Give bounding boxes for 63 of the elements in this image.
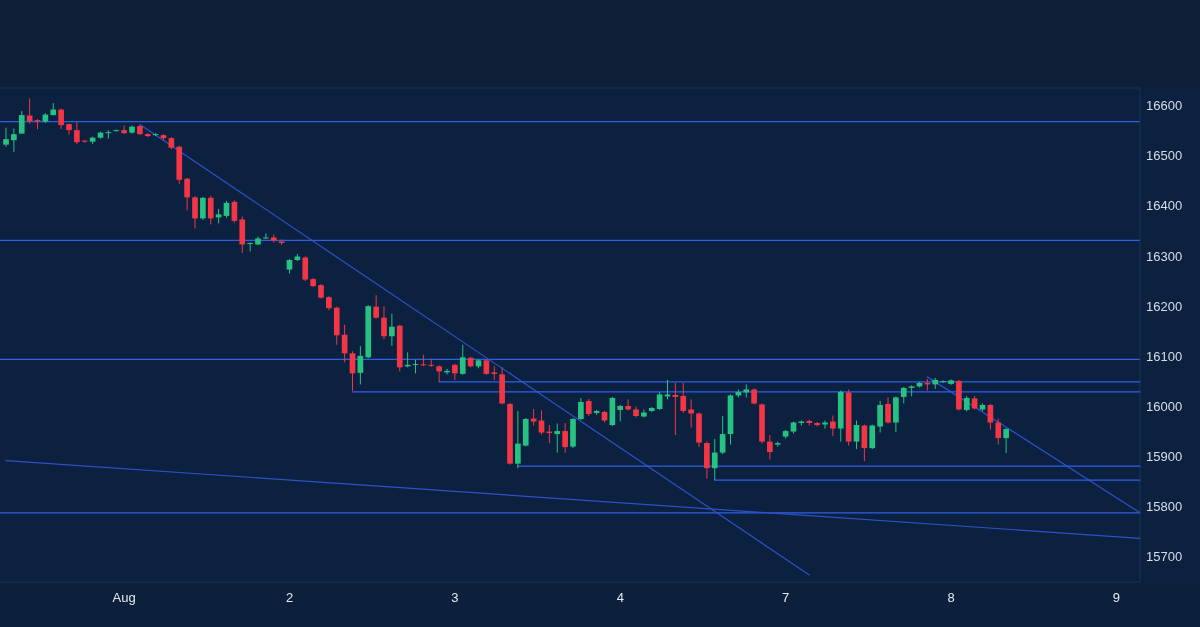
candlestick	[389, 313, 395, 347]
candlestick	[578, 397, 584, 421]
y-tick-label: 16000	[1146, 399, 1183, 415]
candlestick	[656, 391, 663, 411]
candlestick	[436, 364, 442, 383]
y-tick-label: 15700	[1146, 549, 1183, 565]
candlestick	[869, 424, 876, 450]
candlestick	[66, 123, 72, 136]
candlestick	[688, 398, 694, 429]
candlestick	[853, 420, 860, 450]
candlestick	[1003, 427, 1009, 454]
y-tick-label: 16600	[1146, 98, 1183, 114]
candlestick	[515, 410, 521, 469]
candlestick	[877, 400, 883, 434]
candlestick	[121, 125, 127, 135]
candlestick	[625, 398, 631, 411]
y-tick-label: 16400	[1146, 198, 1183, 214]
candlestick	[459, 344, 466, 376]
candlestick	[192, 195, 198, 229]
candlestick	[247, 241, 253, 252]
candlestick	[633, 405, 639, 418]
y-tick-label: 16200	[1146, 298, 1183, 314]
candlestick	[641, 408, 647, 418]
candlestick	[664, 379, 671, 400]
candlestick	[200, 196, 206, 221]
y-tick-label: 15800	[1146, 499, 1183, 515]
candlestick	[381, 305, 387, 340]
candlestick	[554, 423, 561, 454]
candlestick	[58, 108, 64, 130]
candlestick	[830, 414, 836, 437]
candlestick	[18, 110, 25, 135]
x-tick-label: 9	[1112, 590, 1120, 605]
x-tick-label: 2	[285, 590, 294, 605]
x-tick-label: 8	[947, 590, 955, 605]
candlestick	[680, 382, 687, 414]
candlestick	[940, 379, 946, 384]
candlestick	[672, 382, 679, 436]
y-tick-label: 16300	[1146, 248, 1183, 264]
y-tick-label: 16100	[1146, 348, 1183, 364]
candlestick	[987, 403, 994, 431]
x-tick-label: Aug	[112, 590, 136, 605]
candlestick	[3, 127, 9, 148]
candlestick	[302, 256, 309, 282]
candlestick	[562, 422, 568, 454]
x-tick-label: 4	[616, 590, 624, 605]
candlestick	[995, 418, 1002, 446]
candlestick	[814, 421, 820, 428]
candlestick	[74, 121, 80, 145]
candlestick	[207, 195, 214, 225]
candlestick	[767, 434, 773, 461]
candlestick	[373, 294, 379, 320]
candlestick	[11, 128, 17, 153]
candlestick	[711, 438, 718, 481]
candlestick	[885, 396, 891, 425]
candlestick	[822, 420, 828, 430]
x-tick-label: 3	[451, 590, 459, 605]
y-tick-label: 16500	[1146, 148, 1183, 164]
candlestick	[184, 177, 190, 211]
y-tick-label: 15900	[1146, 449, 1183, 465]
candlestick	[452, 363, 458, 381]
candlestick	[719, 415, 726, 455]
x-tick-label: 7	[782, 590, 790, 605]
candlestick	[263, 232, 269, 240]
